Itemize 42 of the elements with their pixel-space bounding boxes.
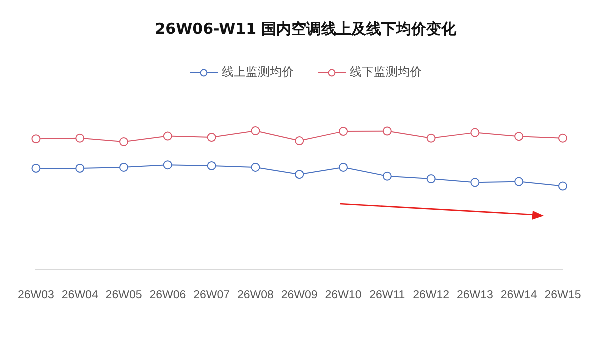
point [76,164,85,173]
point [514,132,524,142]
x-tick-label: 26W14 [500,289,538,302]
point [382,126,392,136]
point [120,162,129,172]
point [163,132,172,141]
point [426,174,436,184]
x-tick-label: 26W10 [325,289,362,302]
point [470,178,480,188]
x-tick-label: 26W05 [106,289,142,302]
x-tick-label: 26W04 [62,289,99,302]
chart-title: 26W06-W11 国内空调线上及线下均价变化 [154,20,458,39]
point [382,172,392,181]
point [207,161,216,170]
point [120,137,129,146]
x-tick-label: 26W06 [150,289,186,302]
x-tick-label: 26W08 [237,289,274,302]
x-tick-label: 26W15 [544,289,582,302]
point [339,162,348,172]
point [207,133,216,142]
x-tick-label: 26W07 [194,289,230,302]
x-tick-label: 26W11 [370,289,406,302]
point [514,177,524,186]
point [470,128,480,138]
x-tick-label: 26W12 [413,289,450,302]
legend-label: 线上监测均价 [222,64,294,81]
point [558,182,568,191]
point [426,134,436,143]
point [558,134,568,143]
x-tick-label: 26W09 [281,289,318,302]
point [163,160,172,170]
point [32,164,41,173]
x-tick-label: 26W03 [18,289,54,302]
x-tick-label: 26W13 [456,289,494,302]
point [251,126,260,136]
point [339,127,348,136]
legend-label: 线下监测均价 [350,64,422,81]
point [295,170,304,180]
point [76,134,85,143]
point [295,136,304,146]
point [32,134,41,144]
point [251,162,260,172]
